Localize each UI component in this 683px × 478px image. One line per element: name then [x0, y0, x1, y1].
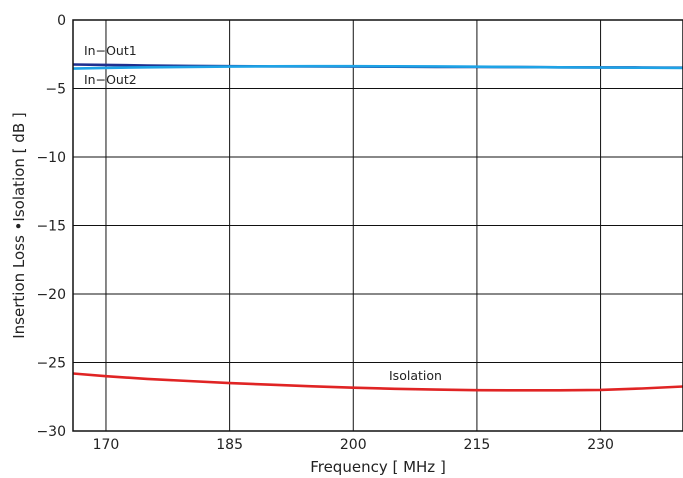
series-line-in-out2 [73, 64, 683, 70]
x-tick-label: 200 [340, 437, 367, 453]
x-axis-title: Frequency [ MHz ] [310, 458, 446, 476]
y-tick-label: −25 [36, 356, 66, 372]
y-tick-label: −5 [45, 82, 66, 98]
x-tick-label: 185 [216, 437, 243, 453]
series-labels: In−Out1 In−Out2 Isolation [84, 43, 442, 383]
series-label-in-out2: In−Out2 [84, 72, 137, 87]
y-tick-label: −20 [36, 287, 66, 303]
x-tick-label: 215 [464, 437, 491, 453]
y-tick-labels: 0 −5 −10 −15 −20 −25 −30 [36, 13, 66, 440]
series-layer [73, 63, 683, 392]
y-tick-label: 0 [57, 13, 66, 29]
x-tick-label: 170 [93, 437, 120, 453]
series-label-isolation: Isolation [389, 368, 442, 383]
plot-frame [72, 19, 683, 432]
y-tick-label: −30 [36, 424, 66, 440]
x-tick-label: 230 [587, 437, 614, 453]
y-tick-label: −15 [36, 219, 66, 235]
grid [73, 20, 683, 431]
series-label-in-out1: In−Out1 [84, 43, 137, 58]
y-axis-title: Insertion Loss •Isolation [ dB ] [10, 112, 28, 339]
y-tick-label: −10 [36, 150, 66, 166]
x-tick-labels: 170 185 200 215 230 [93, 437, 614, 453]
series-line-isolation [73, 372, 683, 392]
